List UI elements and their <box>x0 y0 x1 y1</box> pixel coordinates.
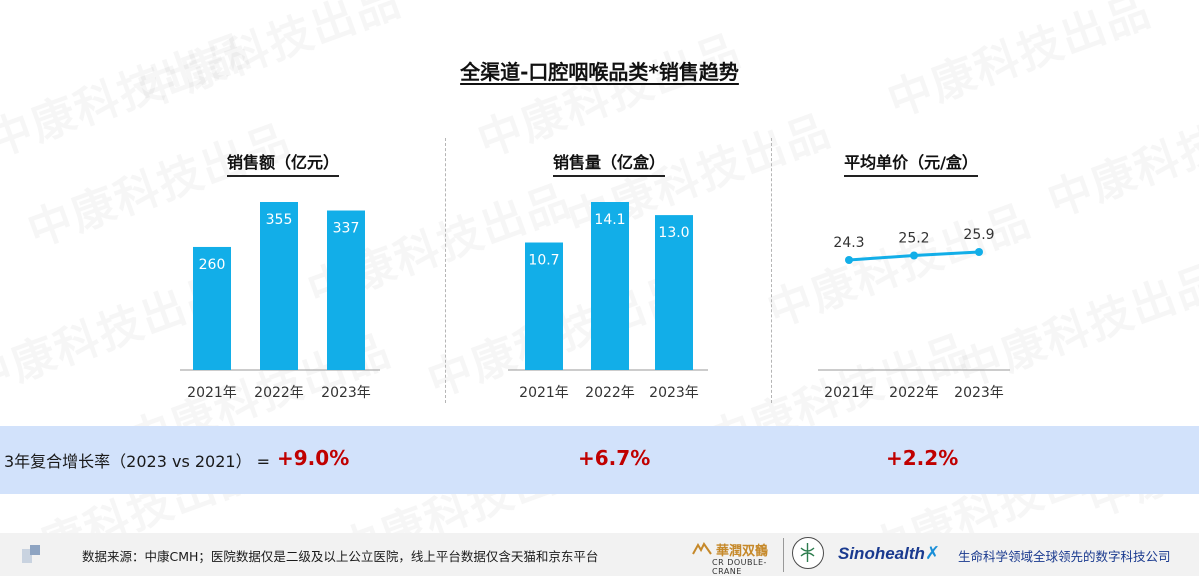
panel-divider <box>771 138 772 403</box>
sales-volume-tick-label: 2023年 <box>649 385 699 401</box>
sales-value-bar <box>327 210 365 370</box>
sales-volume-bar <box>525 242 563 370</box>
double-crane-logo-cn: 華潤双鶴 <box>716 544 769 559</box>
avg-price-point <box>910 251 918 260</box>
avg-price-tick-label: 2021年 <box>824 385 874 401</box>
avg-price-point <box>975 248 983 256</box>
cagr-avg-price: +2.2% <box>886 446 959 470</box>
sinohealth-logo: Sinohealth <box>838 544 925 563</box>
sales-volume-bar-label: 14.1 <box>594 212 625 228</box>
sales-value-title: 销售额（亿元） <box>178 149 388 177</box>
avg-price-data-label: 25.2 <box>898 231 929 247</box>
sales-value-bar-label: 355 <box>266 212 293 228</box>
sales-value-bar <box>260 202 298 370</box>
avg-price-tick-label: 2022年 <box>889 385 939 401</box>
avg-price-data-label: 24.3 <box>833 235 864 251</box>
crane-icon <box>692 542 712 555</box>
sales-volume-tick-label: 2022年 <box>585 385 635 401</box>
logo-separator <box>783 538 784 572</box>
cagr-label: 3年复合增长率（2023 vs 2021） = <box>4 452 271 471</box>
footer-decor-icon <box>22 545 40 563</box>
panel-divider <box>445 138 446 403</box>
sales-value-tick-label: 2021年 <box>187 385 237 401</box>
sales-value-tick-label: 2022年 <box>254 385 304 401</box>
footer-bar <box>0 533 1199 576</box>
avg-price-tick-label: 2023年 <box>954 385 1004 401</box>
data-source-note: 数据来源：中康CMH；医院数据仅是二级及以上公立医院，线上平台数据仅含天猫和京东… <box>82 549 599 564</box>
sales-volume-title: 销售量（亿盒） <box>504 149 714 177</box>
sales-volume-tick-label: 2021年 <box>519 385 569 401</box>
avg-price-point <box>845 256 853 264</box>
sinohealth-mark-icon: ✗ <box>925 543 941 564</box>
avg-price-title: 平均单价（元/盒） <box>806 149 1016 177</box>
double-crane-logo-en: CR DOUBLE-CRANE <box>712 558 767 576</box>
company-tagline: 生命科学领域全球领先的数字科技公司 <box>958 549 1171 564</box>
cagr-sales-volume: +6.7% <box>578 446 651 470</box>
sales-value-bar <box>193 246 231 370</box>
sales-volume-bar-label: 10.7 <box>528 253 559 269</box>
sales-value-bar-label: 337 <box>333 221 360 237</box>
sales-value-tick-label: 2023年 <box>321 385 371 401</box>
double-crane-logo: 華潤双鶴 CR DOUBLE-CRANE <box>690 540 780 576</box>
page-title: 全渠道-口腔咽喉品类*销售趋势 <box>460 60 739 84</box>
sales-value-bar-label: 260 <box>199 257 226 273</box>
sales-volume-bar <box>591 202 629 370</box>
cagr-sales-value: +9.0% <box>277 446 350 470</box>
sales-volume-bar-label: 13.0 <box>658 225 689 241</box>
sales-volume-bar <box>655 215 693 370</box>
emblem-icon <box>792 537 824 569</box>
cagr-band <box>0 426 1199 494</box>
avg-price-data-label: 25.9 <box>963 227 994 243</box>
